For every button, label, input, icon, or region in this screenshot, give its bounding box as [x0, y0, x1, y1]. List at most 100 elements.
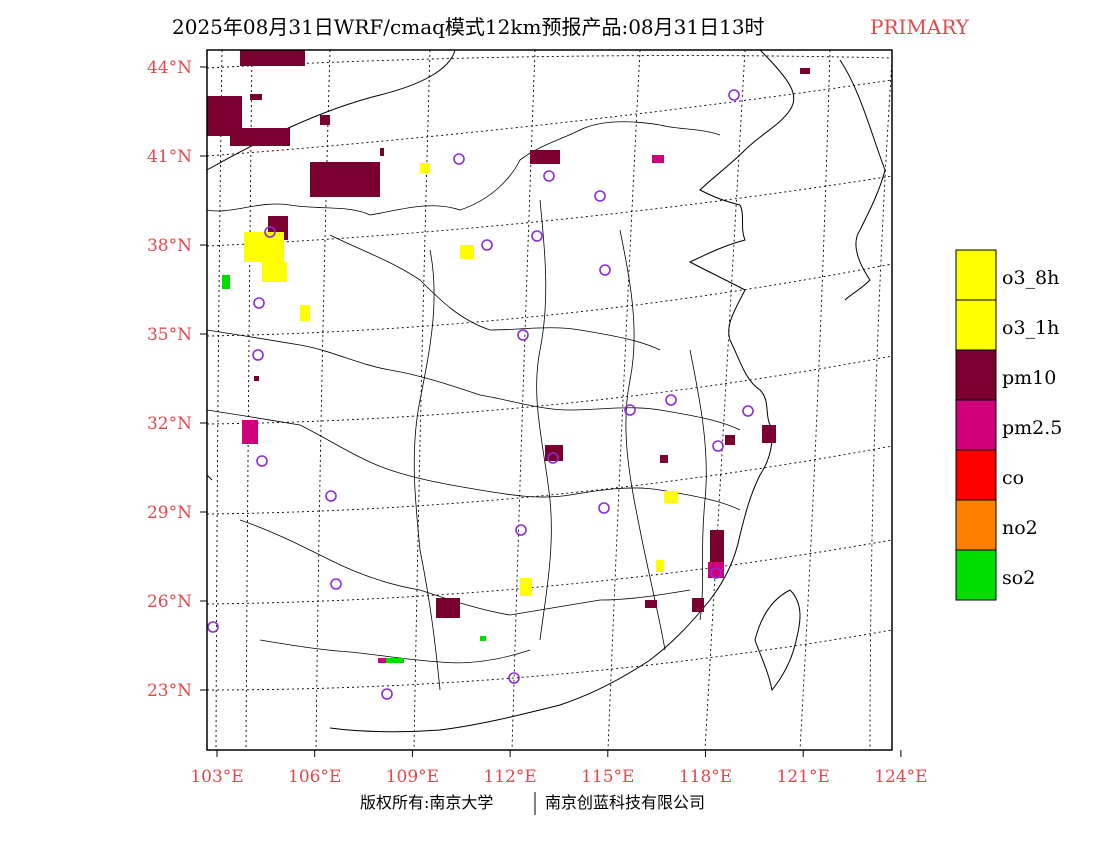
lon-tick-label: 109°E: [386, 767, 439, 787]
lat-tick-label: 38°N: [147, 236, 192, 256]
legend-swatch: [955, 499, 997, 551]
o3-cell: [244, 232, 284, 262]
lat-tick-label: 44°N: [147, 58, 192, 78]
station-marker: [252, 349, 264, 361]
station-marker: [543, 170, 555, 182]
pm10-cell: [380, 148, 384, 156]
station-marker: [481, 239, 493, 251]
station-marker: [330, 578, 342, 590]
station-marker: [624, 404, 636, 416]
pm10-cell: [660, 455, 668, 463]
legend-swatch: [955, 399, 997, 451]
pm10-cell: [240, 50, 305, 66]
station-marker: [453, 153, 465, 165]
lat-tick-label: 41°N: [147, 147, 192, 167]
pm10-cell: [725, 435, 735, 445]
pm10-cell: [645, 600, 657, 608]
o3-cell: [664, 491, 678, 503]
so2-cell: [480, 636, 486, 641]
station-marker: [599, 264, 611, 276]
station-marker: [515, 524, 527, 536]
station-marker: [665, 394, 677, 406]
map-frame: [206, 49, 893, 751]
lon-tick-label: 124°E: [874, 767, 927, 787]
lat-tick-label: 35°N: [147, 325, 192, 345]
legend-swatch: [955, 349, 997, 401]
latitude-axis: 44°N 41°N 38°N 35°N 32°N 29°N 26°N 23°N: [147, 58, 207, 701]
legend-swatch: [955, 299, 997, 351]
lon-tick-label: 121°E: [777, 767, 830, 787]
lat-tick-label: 26°N: [147, 592, 192, 612]
station-marker: [710, 567, 722, 579]
lon-tick-label: 115°E: [581, 767, 634, 787]
pm10-cell: [800, 68, 810, 74]
lat-tick-label: 23°N: [147, 681, 192, 701]
pm10-cell: [250, 94, 262, 100]
station-marker: [531, 230, 543, 242]
primary-tag: PRIMARY: [870, 15, 970, 39]
station-marker: [598, 502, 610, 514]
lon-tick-label: 106°E: [288, 767, 341, 787]
station-marker: [264, 226, 276, 238]
o3-cell: [420, 163, 430, 173]
pm10-cell: [530, 150, 560, 164]
station-marker: [325, 490, 337, 502]
legend-swatch: [955, 549, 997, 601]
stations: [207, 89, 754, 700]
province-borders: [206, 121, 741, 691]
legend: o3_8h o3_1h pm10 pm2.5 co no2 so2: [955, 249, 1062, 601]
legend-label: o3_8h: [1002, 267, 1059, 289]
o3-cell: [656, 560, 664, 572]
legend-swatch: [955, 449, 997, 501]
station-marker: [712, 440, 724, 452]
pm10-cell: [436, 598, 460, 618]
station-marker: [547, 452, 559, 464]
pm10-cell: [692, 598, 704, 612]
pm10-cell: [254, 376, 259, 381]
station-marker: [207, 621, 219, 633]
station-marker: [253, 297, 265, 309]
coastline: [206, 49, 886, 733]
pm2.5-cell: [652, 155, 664, 163]
station-marker: [594, 190, 606, 202]
o3-cell: [222, 275, 230, 289]
so2-cell: [378, 658, 404, 663]
map-layer: [206, 49, 893, 751]
legend-label: no2: [1002, 517, 1038, 539]
lat-tick-label: 32°N: [147, 414, 192, 434]
station-marker: [742, 405, 754, 417]
lon-tick-label: 112°E: [483, 767, 536, 787]
pm10-cell: [310, 162, 380, 197]
o3-cell: [262, 262, 287, 282]
lat-tick-label: 29°N: [147, 503, 192, 523]
pm10-cell: [320, 115, 330, 125]
station-marker: [728, 89, 740, 101]
legend-label: pm10: [1002, 367, 1056, 389]
pm10-cell: [710, 530, 724, 570]
pm2.5-cell: [378, 658, 386, 663]
credit-left: 版权所有:南京大学: [360, 793, 493, 812]
pm2.5-cell: [708, 562, 724, 578]
legend-label: o3_1h: [1002, 317, 1059, 339]
map-title: 2025年08月31日WRF/cmaq模式12km预报产品:08月31日13时: [172, 15, 765, 39]
longitude-axis: 103°E 106°E 109°E 112°E 115°E 118°E 121°E 124°E: [190, 750, 928, 787]
o3-cell: [300, 305, 310, 321]
pm10-cell: [762, 425, 776, 443]
station-marker: [256, 455, 268, 467]
station-marker: [381, 688, 393, 700]
legend-label: pm2.5: [1002, 417, 1062, 439]
station-marker: [508, 672, 520, 684]
o3-cell: [460, 245, 474, 259]
legend-label: co: [1002, 467, 1024, 489]
pollutant-cells: [207, 50, 810, 663]
legend-swatch: [955, 249, 997, 301]
lon-tick-label: 103°E: [190, 767, 243, 787]
lon-tick-label: 118°E: [679, 767, 732, 787]
credit-right: 南京创蓝科技有限公司: [545, 793, 705, 812]
station-marker: [517, 329, 529, 341]
o3-cell: [520, 578, 532, 596]
legend-label: so2: [1002, 567, 1035, 589]
pm2.5-cell: [242, 420, 258, 444]
graticule: [206, 49, 893, 751]
